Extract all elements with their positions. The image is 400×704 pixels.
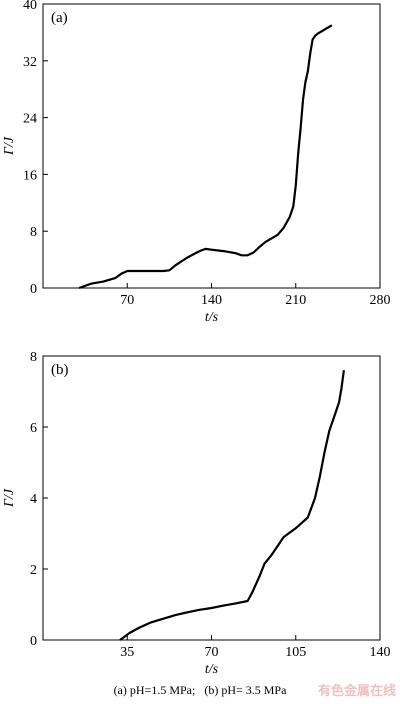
- chart-panel-a: 70 140 210 280 0 8 16 24 32 40 t/s Γ/J (a): [2, 0, 391, 325]
- x-axis-label-b: t/s: [205, 662, 219, 677]
- x-tick-label-a: 70: [120, 293, 134, 308]
- y-tick-label-a: 0: [30, 282, 37, 297]
- x-tick-label-b: 105: [285, 645, 306, 660]
- plot-frame-a: [42, 3, 381, 289]
- chart-panel-b: 35 70 105 140 0 2 4 6 8 t/s Γ/J (b): [2, 350, 391, 677]
- x-tick-label-a: 140: [201, 293, 222, 308]
- y-tick-label-b: 2: [30, 563, 37, 578]
- plot-frame-b: [42, 355, 381, 641]
- figure-caption: (a) pH=1.5 MPa; (b) pH= 3.5 MPa: [0, 683, 400, 698]
- y-tick-label-b: 6: [30, 421, 37, 436]
- x-tick-label-a: 210: [285, 293, 306, 308]
- y-tick-label-a: 32: [23, 55, 37, 70]
- y-tick-label-b: 8: [30, 350, 37, 365]
- x-tick-label-b: 35: [120, 645, 134, 660]
- x-tick-label-b: 140: [370, 645, 391, 660]
- y-axis-label-a: Γ/J: [2, 136, 17, 156]
- x-tick-label-a: 280: [370, 293, 391, 308]
- y-tick-label-a: 40: [23, 0, 37, 13]
- y-tick-label-b: 4: [30, 492, 37, 507]
- y-tick-label-a: 16: [23, 168, 37, 183]
- caption-part-a: (a) pH=1.5 MPa;: [113, 683, 196, 697]
- y-tick-label-b: 0: [30, 634, 37, 649]
- y-tick-label-a: 24: [23, 112, 37, 127]
- panel-label-a: (a): [51, 10, 68, 26]
- series-line-b-0: [119, 370, 345, 641]
- watermark-logo: 有色金属在线: [318, 684, 397, 699]
- panel-label-b: (b): [51, 362, 69, 378]
- x-axis-label-a: t/s: [205, 310, 219, 325]
- y-axis-label-b: Γ/J: [2, 488, 17, 508]
- caption-part-b: (b) pH= 3.5 MPa: [204, 683, 287, 697]
- x-tick-label-b: 70: [205, 645, 219, 660]
- series-line-a-0: [78, 24, 333, 290]
- y-tick-label-a: 8: [30, 225, 37, 240]
